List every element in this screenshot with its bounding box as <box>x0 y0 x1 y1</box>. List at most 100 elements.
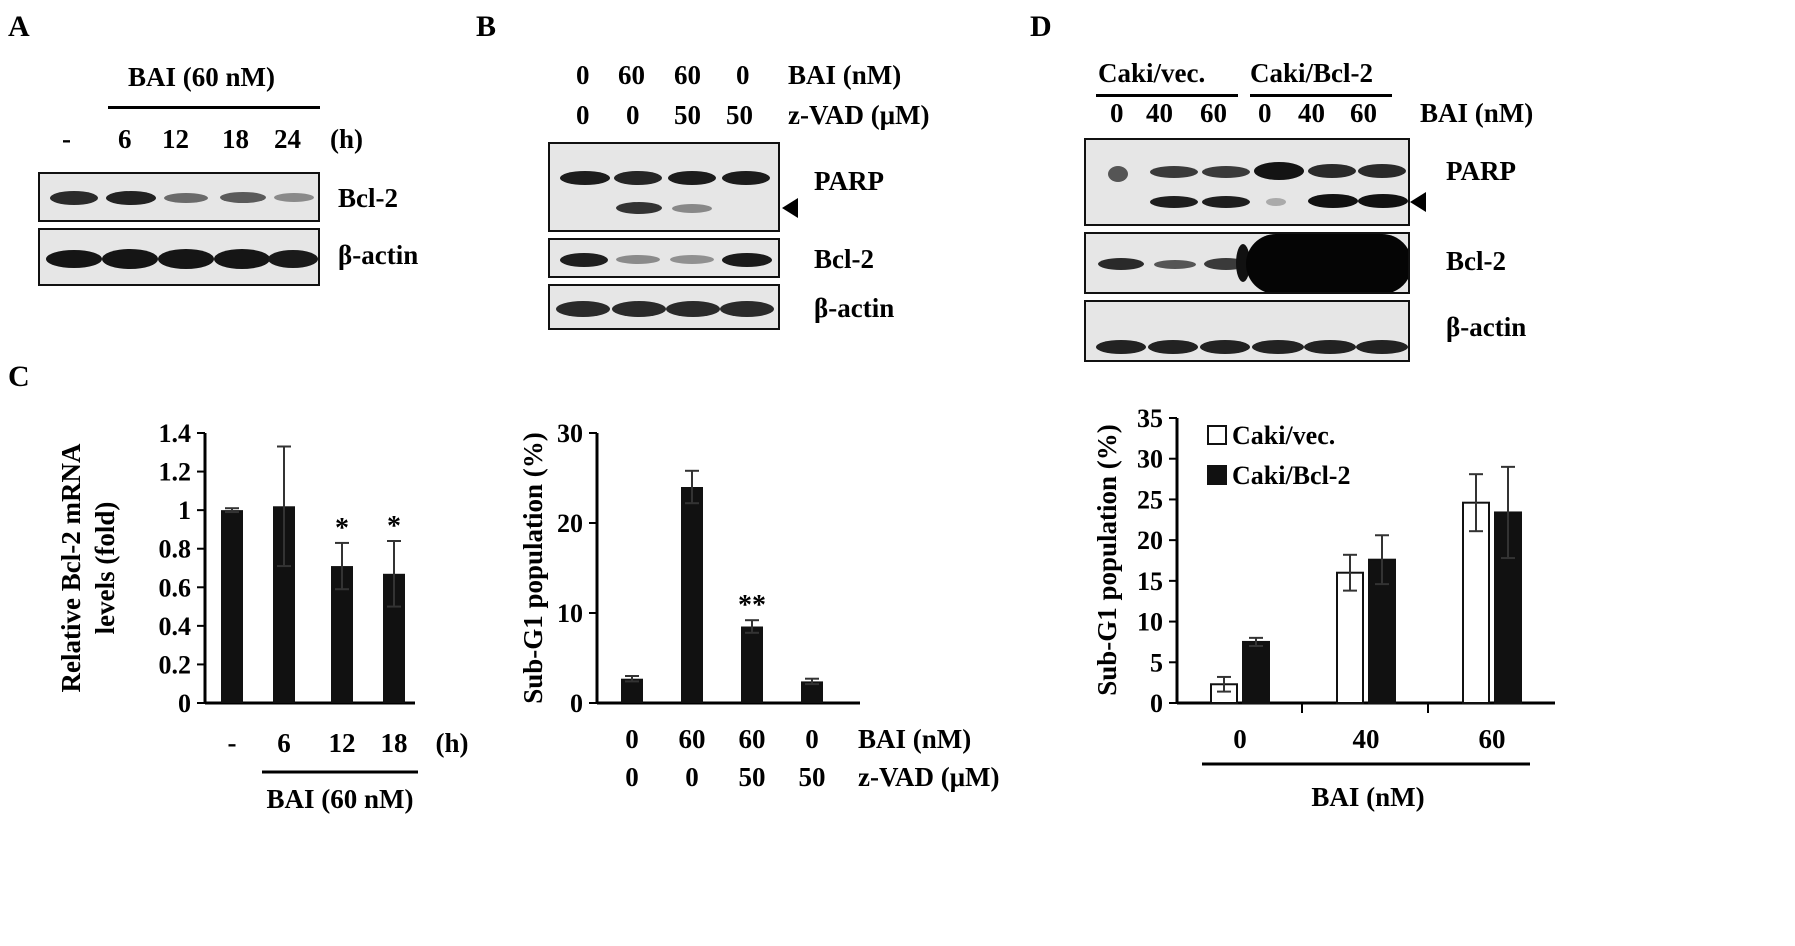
chart-b-zvad-value: 0 <box>685 762 699 792</box>
chart-d-y-tick-label: 10 <box>1137 608 1163 637</box>
panel-a-blot-label-bcl2: Bcl-2 <box>338 183 398 213</box>
panel-label-d: D <box>1030 10 1052 43</box>
cleaved-parp-arrow-icon <box>782 198 798 218</box>
panel-a-lane-label: 24 <box>274 124 301 154</box>
panel-a-actin-membrane <box>38 228 320 286</box>
chart-c-y-tick-label: 0.4 <box>159 612 192 641</box>
band <box>50 191 98 205</box>
band <box>616 255 660 264</box>
band <box>616 202 662 214</box>
panel-a-lane-label: 12 <box>162 124 189 154</box>
panel-b-blot-label-bcl2: Bcl-2 <box>814 244 874 274</box>
band <box>214 249 270 269</box>
chart-c-y-tick-label: 0.2 <box>159 650 192 679</box>
band <box>1148 340 1198 354</box>
chart-d-bar <box>1336 571 1364 705</box>
panel-label-a: A <box>8 10 30 43</box>
band <box>666 301 720 317</box>
panel-d-group-line <box>1096 94 1238 97</box>
band <box>1200 340 1250 354</box>
chart-d-bar <box>1494 511 1522 705</box>
chart-c-x-tick-label: 6 <box>277 728 291 758</box>
panel-d-actin-membrane <box>1084 300 1410 362</box>
chart-b-bai-value: 60 <box>739 724 766 754</box>
chart-d-legend-swatch <box>1207 425 1227 445</box>
band <box>1098 258 1144 270</box>
panel-d-blot-label-parp: PARP <box>1446 156 1516 186</box>
chart-b-bar <box>621 678 643 703</box>
panel-d-group-label: Caki/vec. <box>1098 58 1206 88</box>
panel-a-lane-label: 6 <box>118 124 132 154</box>
band <box>220 192 266 203</box>
band <box>106 191 156 205</box>
chart-d-legend-swatch <box>1207 465 1227 485</box>
chart-c-y-tick-label: 0 <box>178 689 191 718</box>
band <box>1252 340 1304 354</box>
chart-c-significance: * <box>387 511 401 542</box>
band <box>1108 166 1128 182</box>
chart-c-y-tick-label: 0.6 <box>159 573 192 602</box>
band <box>1096 340 1146 354</box>
chart-b-bar <box>741 626 763 703</box>
chart-d-legend-label: Caki/vec. <box>1232 421 1335 450</box>
chart-c-y-tick-label: 0.8 <box>159 535 192 564</box>
chart-c-x-unit: (h) <box>436 728 469 758</box>
chart-d-x-tick-label: 40 <box>1353 724 1380 754</box>
panel-b-bai-value: 60 <box>674 60 701 90</box>
chart-d-legend-label: Caki/Bcl-2 <box>1232 461 1350 490</box>
chart-d-y-tick-label: 0 <box>1150 689 1163 718</box>
panel-b-bai-value: 0 <box>576 60 590 90</box>
panel-d-lane-label: 40 <box>1298 98 1325 128</box>
band <box>1308 194 1358 208</box>
band <box>1304 340 1356 354</box>
chart-d-y-tick-label: 20 <box>1137 526 1163 555</box>
band <box>274 193 314 202</box>
chart-c-x-tick-label: 12 <box>329 728 356 758</box>
panel-d-blot-label-bcl2: Bcl-2 <box>1446 246 1506 276</box>
chart-b-bai-value: 0 <box>805 724 819 754</box>
band <box>1356 340 1408 354</box>
band <box>1308 164 1356 178</box>
panel-b-bai-value: 0 <box>736 60 750 90</box>
chart-c-y-label: levels (fold) <box>90 502 120 635</box>
panel-a-blot-label-actin: β-actin <box>338 240 419 270</box>
band <box>164 193 208 203</box>
panel-a-lane-unit: (h) <box>330 124 363 154</box>
band <box>1150 196 1198 208</box>
panel-label-c: C <box>8 360 30 393</box>
chart-c-x-tick-label: - <box>228 728 237 758</box>
chart-c-y-label: Relative Bcl-2 mRNA <box>56 443 86 692</box>
panel-a-treatment-label: BAI (60 nM) <box>128 62 275 92</box>
chart-d-bar <box>1242 640 1270 705</box>
chart-b-significance: ** <box>738 590 766 621</box>
chart-b-y-tick-label: 10 <box>557 599 583 628</box>
panel-b-zvad-value: 0 <box>626 100 640 130</box>
band <box>1202 166 1250 178</box>
chart-d-y-tick-label: 35 <box>1137 404 1163 433</box>
panel-d-parp-membrane <box>1084 138 1410 226</box>
band <box>1202 196 1250 208</box>
chart-c-bar <box>221 510 243 703</box>
chart-c-y-tick-label: 1.2 <box>159 458 192 487</box>
chart-b-zvad-value: 50 <box>739 762 766 792</box>
band <box>560 171 610 185</box>
panel-a-lane-label: 18 <box>222 124 249 154</box>
chart-b-y-tick-label: 30 <box>557 419 583 448</box>
band <box>1358 164 1406 178</box>
chart-c-group-label: BAI (60 nM) <box>267 784 414 814</box>
panel-a-lane-label: - <box>62 124 71 154</box>
chart-d-y-label: Sub-G1 population (%) <box>1092 424 1122 696</box>
panel-d-lane-label: 0 <box>1258 98 1272 128</box>
chart-d-y-tick-label: 5 <box>1150 648 1163 677</box>
chart-c-bar <box>383 573 405 703</box>
panel-d-lane-label: 40 <box>1146 98 1173 128</box>
band <box>46 250 102 268</box>
chart-d-y-tick-label: 25 <box>1137 485 1163 514</box>
panel-a-bcl2-membrane <box>38 172 320 222</box>
panel-d-bcl2-membrane <box>1084 232 1410 294</box>
panel-d-lane-title: BAI (nM) <box>1420 98 1534 128</box>
band <box>672 204 712 213</box>
chart-b-y-tick-label: 20 <box>557 509 583 538</box>
band <box>1154 260 1196 269</box>
